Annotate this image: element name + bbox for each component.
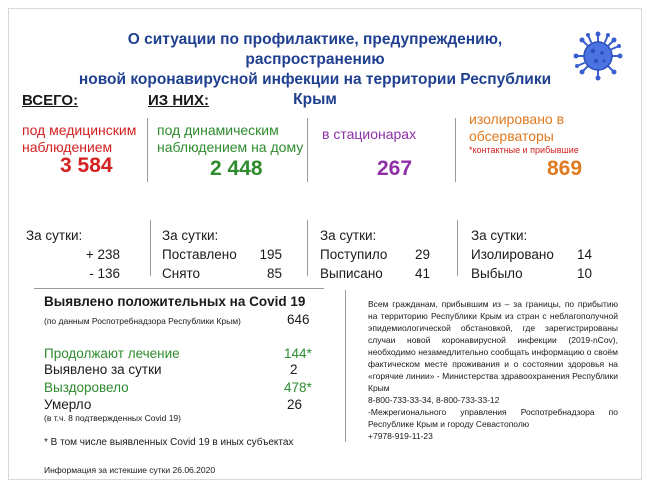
of-them-header: ИЗ НИХ: — [148, 92, 209, 109]
died-note: (в т.ч. 8 подтвержденных Covid 19) — [44, 413, 181, 423]
day-detected-value: 2 — [290, 362, 298, 377]
observatory-value: 869 — [547, 157, 583, 180]
hospital-value: 267 — [377, 157, 413, 180]
per-day-col-hospital: За сутки: Поступило 29 Выписано 41 — [320, 228, 430, 281]
divider — [307, 220, 308, 276]
footnote: * В том числе выявленных Covid 19 в иных… — [44, 437, 294, 448]
divider — [455, 118, 456, 182]
treatment-label: Продолжают лечение — [44, 346, 180, 361]
page-title: О ситуации по профилактике, предупрежден… — [60, 30, 570, 110]
title-line-2: новой коронавирусной инфекции на террито… — [78, 71, 552, 108]
title-line-1: О ситуации по профилактике, предупрежден… — [127, 31, 503, 68]
footer-date: Информация за истекшие сутки 26.06.2020 — [44, 465, 216, 475]
detected-source: (по данным Роспотребнадзора Республики К… — [44, 316, 241, 326]
per-day-col-total: За сутки: + 238 - 136 — [26, 228, 120, 281]
info-phones: 8-800-733-33-34, 8-800-733-33-12 — [368, 395, 500, 405]
home-label: под динамическим наблюдением на дому — [157, 122, 304, 155]
hospital-label: в стационарах — [322, 126, 417, 142]
per-day-added: + 238 — [85, 247, 120, 262]
home-value: 2 448 — [210, 157, 263, 180]
virus-icon — [573, 31, 623, 81]
total-label: под медицинским наблюдением — [22, 122, 137, 155]
total-value: 3 584 — [60, 154, 113, 177]
per-day-removed: - 136 — [89, 266, 120, 281]
divider — [34, 288, 324, 289]
treatment-value: 144* — [284, 346, 312, 361]
total-header: ВСЕГО: — [22, 92, 79, 109]
info-phone: +7978-919-11-23 — [368, 431, 433, 441]
info-paragraph: -Межрегионального управления Роспотребна… — [368, 407, 618, 429]
observatory-label: изолировано в обсерваторы — [469, 111, 565, 144]
per-day-col-home: За сутки: Поставлено 195 Снято 85 — [162, 228, 282, 281]
recovered-label: Выздоровело — [44, 380, 129, 395]
per-day-col-observatory: За сутки: Изолировано 14 Выбыло 10 — [471, 228, 592, 281]
recovered-value: 478* — [284, 380, 312, 395]
page-frame — [8, 8, 642, 480]
info-box — [345, 290, 620, 442]
observatory-note: *контактные и прибывшие — [469, 145, 579, 155]
detected-label: Выявлено положительных на Covid 19 — [44, 294, 306, 309]
divider — [307, 118, 308, 182]
died-label: Умерло — [44, 397, 92, 412]
died-value: 26 — [287, 397, 303, 412]
divider — [147, 118, 148, 182]
divider — [150, 220, 151, 276]
day-detected-label: Выявлено за сутки — [44, 362, 162, 377]
detected-value: 646 — [287, 312, 310, 327]
divider — [457, 220, 458, 276]
info-text: Всем гражданам, прибывшим из – за границ… — [368, 298, 618, 442]
info-paragraph: Всем гражданам, прибывшим из – за границ… — [368, 299, 618, 393]
